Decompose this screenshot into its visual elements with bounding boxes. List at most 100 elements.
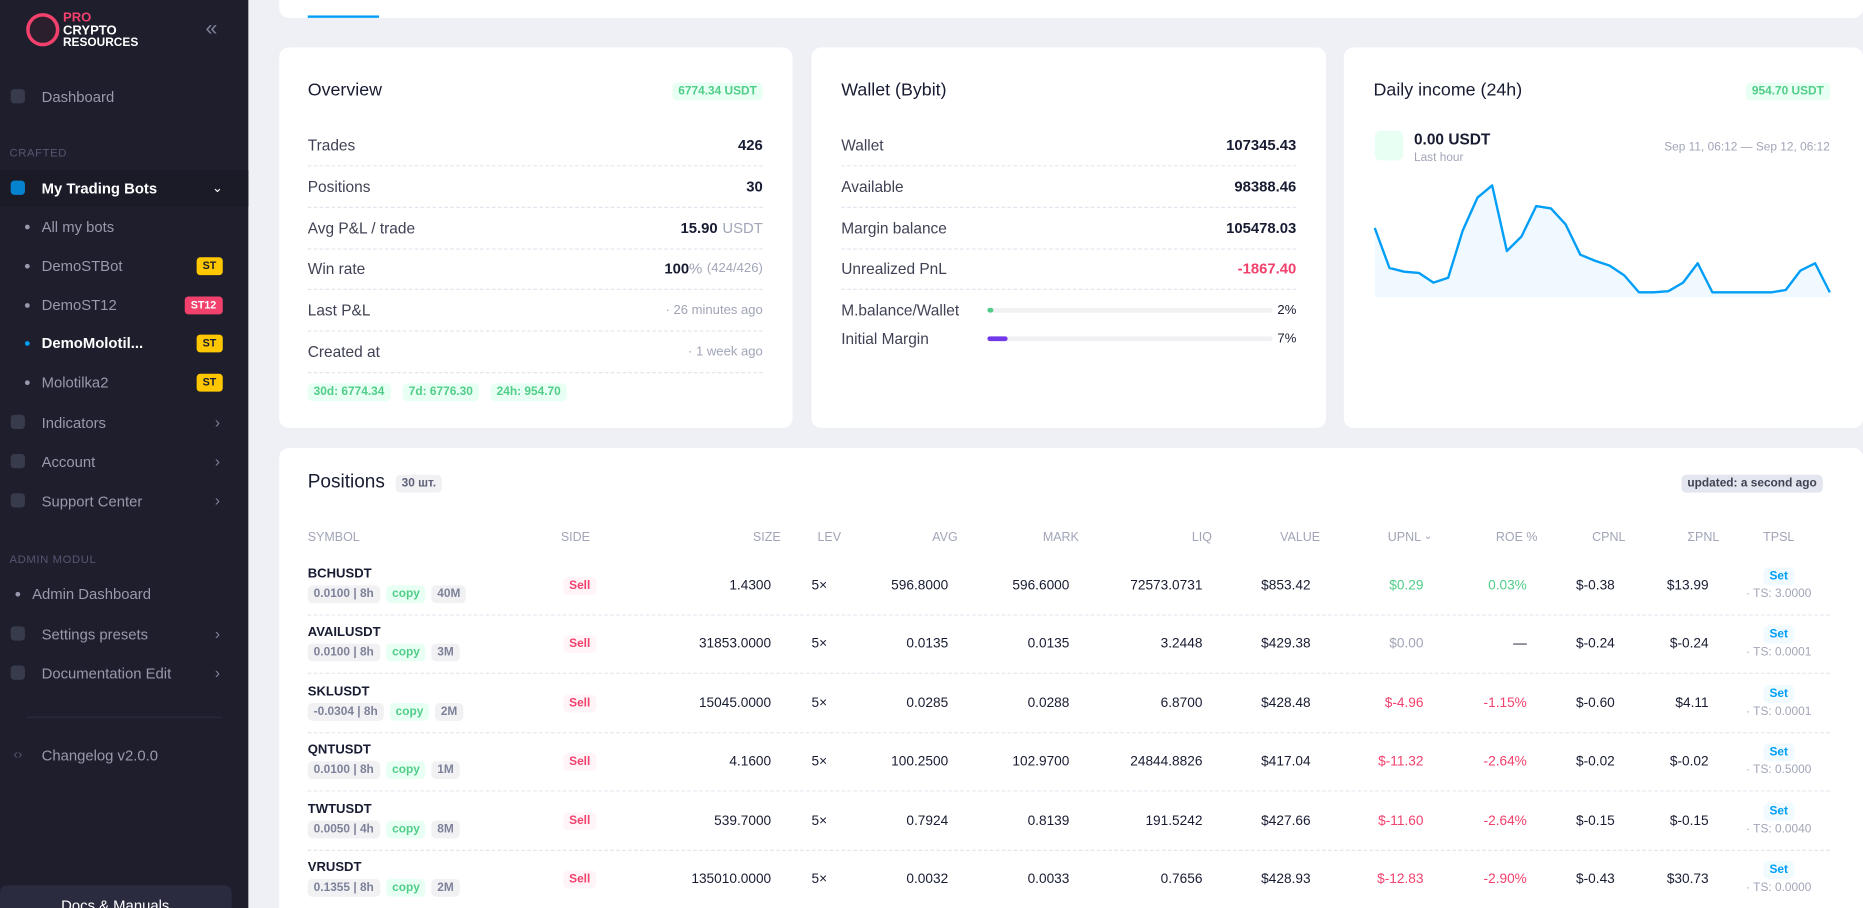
cell: 102.9700 (1012, 754, 1070, 770)
cell: 0.7924 (906, 813, 949, 828)
menu-item[interactable]: My Trading Bots (41, 180, 158, 198)
symbol: AVAILUSDT (307, 625, 381, 640)
cell: $-11.32 (1378, 754, 1424, 770)
bar-value: 7% (1277, 330, 1297, 346)
column-header[interactable]: TPSL (1763, 530, 1795, 545)
menu-item[interactable]: Documentation Edit (41, 665, 172, 683)
bar-fill (987, 307, 994, 313)
count-chip: 30 шт. (395, 474, 443, 493)
bullet (24, 263, 30, 269)
logo-icon (26, 13, 60, 47)
menu-item[interactable]: Changelog v2.0.0 (41, 747, 159, 765)
column-header[interactable]: CPNL (1592, 530, 1626, 545)
set-button[interactable]: Set (1763, 626, 1794, 645)
column-header[interactable]: SYMBOL (307, 530, 360, 545)
tag-chip: 0.0100 | 8h (307, 644, 380, 662)
side-chip: Sell (563, 635, 597, 654)
row-unit: % (689, 260, 703, 278)
cell: 0.0288 (1027, 696, 1070, 711)
row-value: 107345.43 (1226, 136, 1297, 154)
row-divider (841, 206, 1297, 208)
logo-text: CRYPTO (62, 23, 117, 39)
collapse-icon[interactable]: « (205, 16, 218, 40)
row-divider (307, 849, 1830, 851)
symbol: SKLUSDT (307, 684, 370, 699)
cell: 191.5242 (1145, 813, 1203, 828)
card-title: Wallet (Bybit) (841, 80, 947, 101)
cell: 4.1600 (729, 754, 772, 770)
menu-item[interactable]: Support Center (41, 493, 143, 510)
side-chip: Sell (563, 811, 597, 830)
cell: 72573.0731 (1130, 578, 1203, 594)
menu-item[interactable]: DemoSTBot (41, 257, 123, 275)
menu-item[interactable]: Settings presets (41, 626, 149, 643)
row-value: -1867.40 (1237, 260, 1297, 278)
cell: 596.8000 (891, 578, 949, 594)
cell: $-0.24 (1669, 637, 1709, 652)
row-divider (307, 330, 763, 332)
tag-chip: copy (386, 820, 426, 839)
column-header[interactable]: AVG (932, 530, 958, 545)
cell: $428.48 (1261, 696, 1311, 711)
cell: 0.0285 (906, 696, 949, 711)
row-note: · 1 week ago (687, 344, 763, 359)
cell: 3.2448 (1160, 637, 1203, 652)
docs-button-label[interactable]: Docs & Manuals (61, 897, 170, 908)
menu-item[interactable]: DemoMolotil... (41, 335, 144, 353)
row-divider (307, 247, 763, 250)
cell: 0.7656 (1160, 872, 1203, 887)
row-note: (424/426) (706, 261, 763, 277)
set-button[interactable]: Set (1763, 567, 1794, 586)
bar-label: M.balance/Wallet (841, 301, 960, 320)
cell: 31853.0000 (698, 637, 772, 652)
set-button[interactable]: Set (1763, 684, 1794, 703)
cell: 5× (811, 637, 828, 652)
cell: 596.6000 (1012, 578, 1070, 594)
cell: $-0.43 (1576, 872, 1615, 887)
menu-item[interactable]: Account (41, 454, 96, 471)
card-title: Positions (307, 471, 385, 493)
set-button[interactable]: Set (1763, 743, 1794, 762)
stat-amount: 0.00 USDT (1413, 130, 1491, 148)
menu-item[interactable]: Admin Dashboard (32, 585, 151, 603)
menu-item[interactable]: Dashboard (41, 89, 115, 106)
top-card (279, 0, 1863, 18)
cell: -2.64% (1483, 813, 1527, 828)
menu-item[interactable]: Indicators (41, 414, 106, 432)
column-header[interactable]: LEV (817, 530, 842, 545)
cell: $-0.15 (1669, 813, 1709, 828)
cell: $427.66 (1261, 813, 1311, 828)
trailing-stop: · TS: 0.0001 (1746, 705, 1812, 719)
docs-button[interactable] (0, 885, 232, 908)
side-chip: Sell (563, 870, 597, 889)
column-header[interactable]: SIZE (752, 530, 781, 545)
column-header[interactable]: UPNL (1387, 530, 1422, 545)
bar-track (987, 335, 1273, 341)
column-header[interactable]: VALUE (1280, 530, 1321, 545)
row-label: Last P&L (307, 301, 371, 320)
column-header[interactable]: LIQ (1191, 530, 1212, 545)
section-label: CRAFTED (9, 146, 67, 160)
row-divider (841, 247, 1297, 250)
column-header[interactable]: ROE % (1495, 530, 1538, 545)
cell: -2.90% (1483, 872, 1527, 887)
menu-item[interactable]: All my bots (41, 218, 115, 236)
set-button[interactable]: Set (1763, 861, 1794, 879)
column-header[interactable]: ΣPNL (1687, 530, 1720, 545)
menu-item[interactable]: DemoST12 (41, 296, 117, 314)
set-button[interactable]: Set (1763, 802, 1794, 821)
tag-chip: copy (386, 644, 426, 662)
row-label: Margin balance (841, 218, 947, 237)
row-divider (307, 165, 763, 167)
column-header[interactable]: SIDE (560, 530, 590, 545)
column-header[interactable]: MARK (1042, 530, 1079, 545)
cell: $0.29 (1389, 578, 1424, 594)
tag-chip: 3M (431, 644, 460, 662)
cell: 15045.0000 (698, 696, 772, 711)
row-value: 100 (664, 260, 690, 278)
badge: ST12 (184, 296, 223, 314)
cell: $30.73 (1666, 872, 1709, 887)
row-label: Avg P&L / trade (307, 218, 416, 237)
menu-item[interactable]: Molotilka2 (41, 374, 109, 392)
row-divider (307, 614, 1830, 616)
